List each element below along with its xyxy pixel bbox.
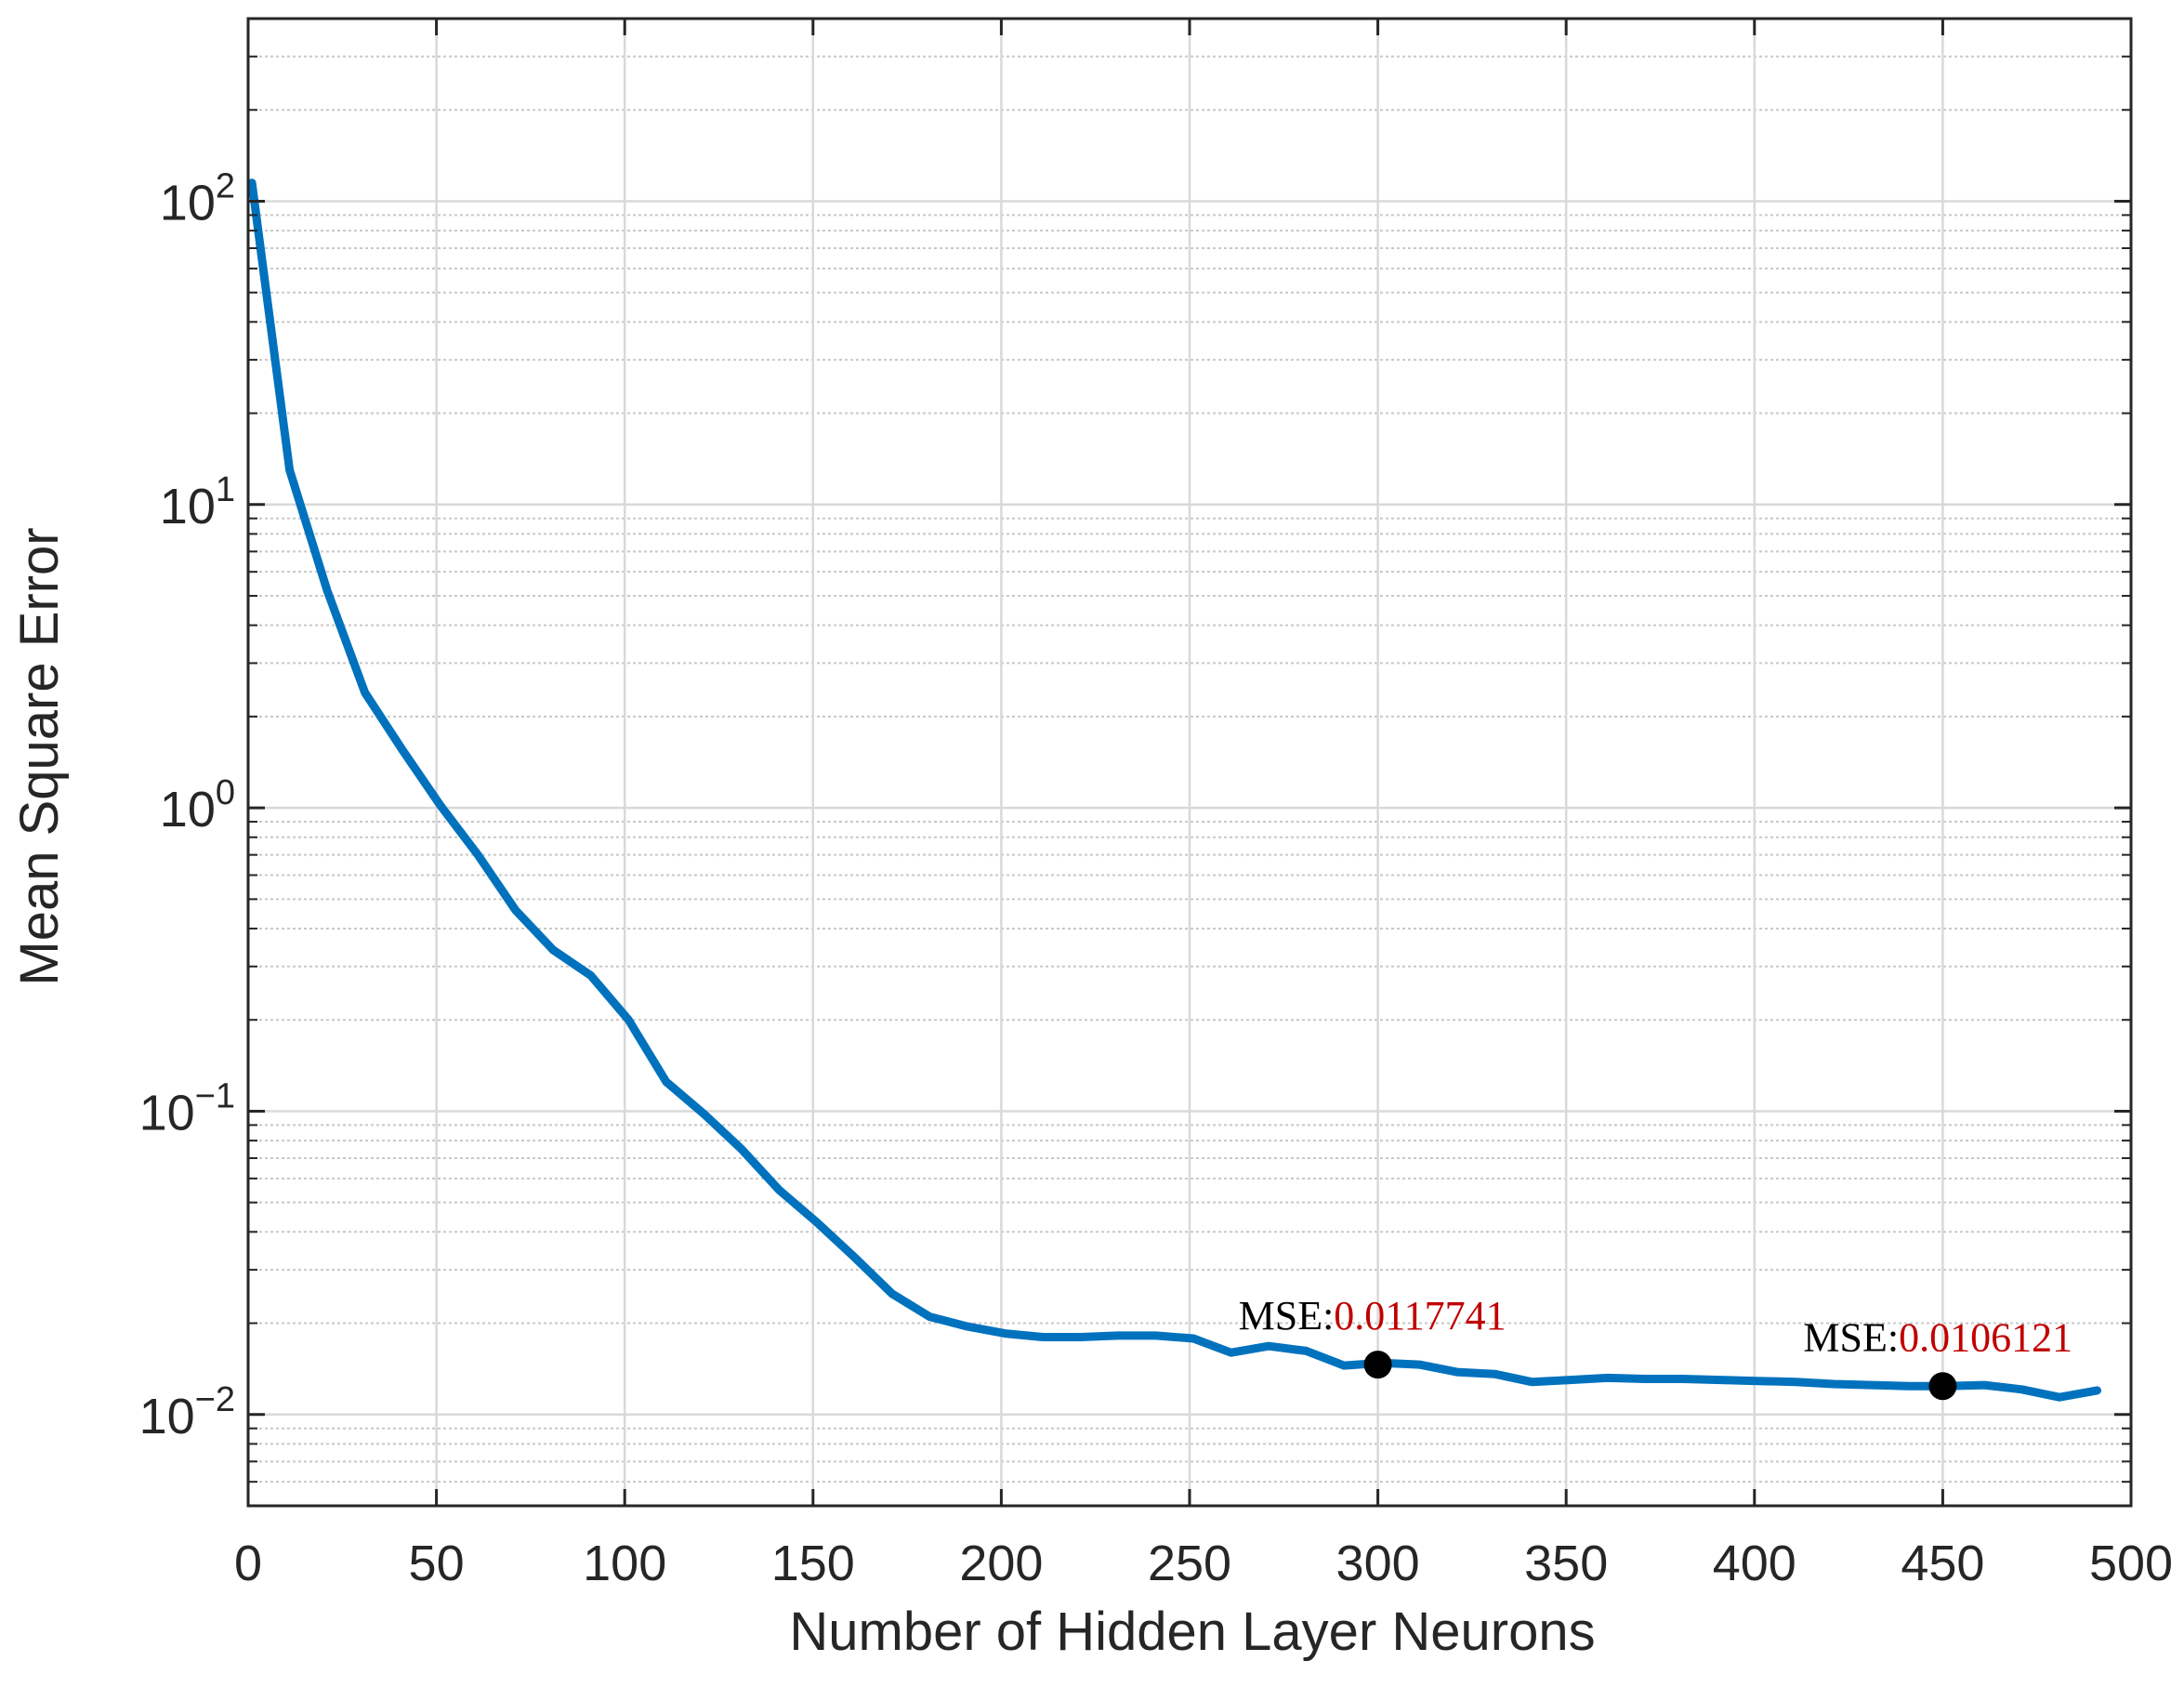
series-line: [247, 178, 2101, 1402]
mse-annotation: MSE:0.0117741: [1239, 1293, 1506, 1338]
x-tick-label: 100: [583, 1536, 666, 1591]
x-tick-label: 500: [2089, 1536, 2173, 1591]
series-layer: [247, 178, 2101, 1402]
x-tick-label: 150: [771, 1536, 855, 1591]
data-point-marker: [1928, 1372, 1957, 1401]
x-tick-label: 50: [409, 1536, 465, 1591]
axes-layer: [246, 17, 2133, 1508]
y-tick-label: 101: [160, 470, 235, 534]
y-tick-label: 10−1: [139, 1076, 235, 1141]
annotation-layer: MSE:0.0117741 MSE:0.0106121: [1239, 1293, 2072, 1401]
tick-labels-layer: 10−2 10−1 100 101 102 0 50 100 150 200 250 300 350 40…: [139, 166, 2173, 1591]
mse-annotation: MSE:0.0106121: [1803, 1314, 2072, 1360]
x-tick-label: 400: [1713, 1536, 1796, 1591]
x-tick-label: 300: [1336, 1536, 1420, 1591]
x-tick-label: 350: [1524, 1536, 1608, 1591]
y-tick-label: 102: [160, 166, 235, 231]
y-axis-title: Mean Square Error: [9, 527, 70, 985]
plot-frame: [246, 17, 2133, 1508]
y-tick-label: 10−2: [139, 1380, 235, 1444]
x-tick-label: 200: [959, 1536, 1043, 1591]
data-point-marker: [1363, 1351, 1392, 1379]
x-tick-label: 250: [1148, 1536, 1231, 1591]
x-tick-label: 0: [234, 1536, 262, 1591]
x-axis-title: Number of Hidden Layer Neurons: [789, 1602, 1595, 1662]
x-tick-label: 450: [1901, 1536, 1984, 1591]
grid-layer: [246, 18, 2133, 1507]
y-tick-label: 100: [160, 773, 235, 837]
